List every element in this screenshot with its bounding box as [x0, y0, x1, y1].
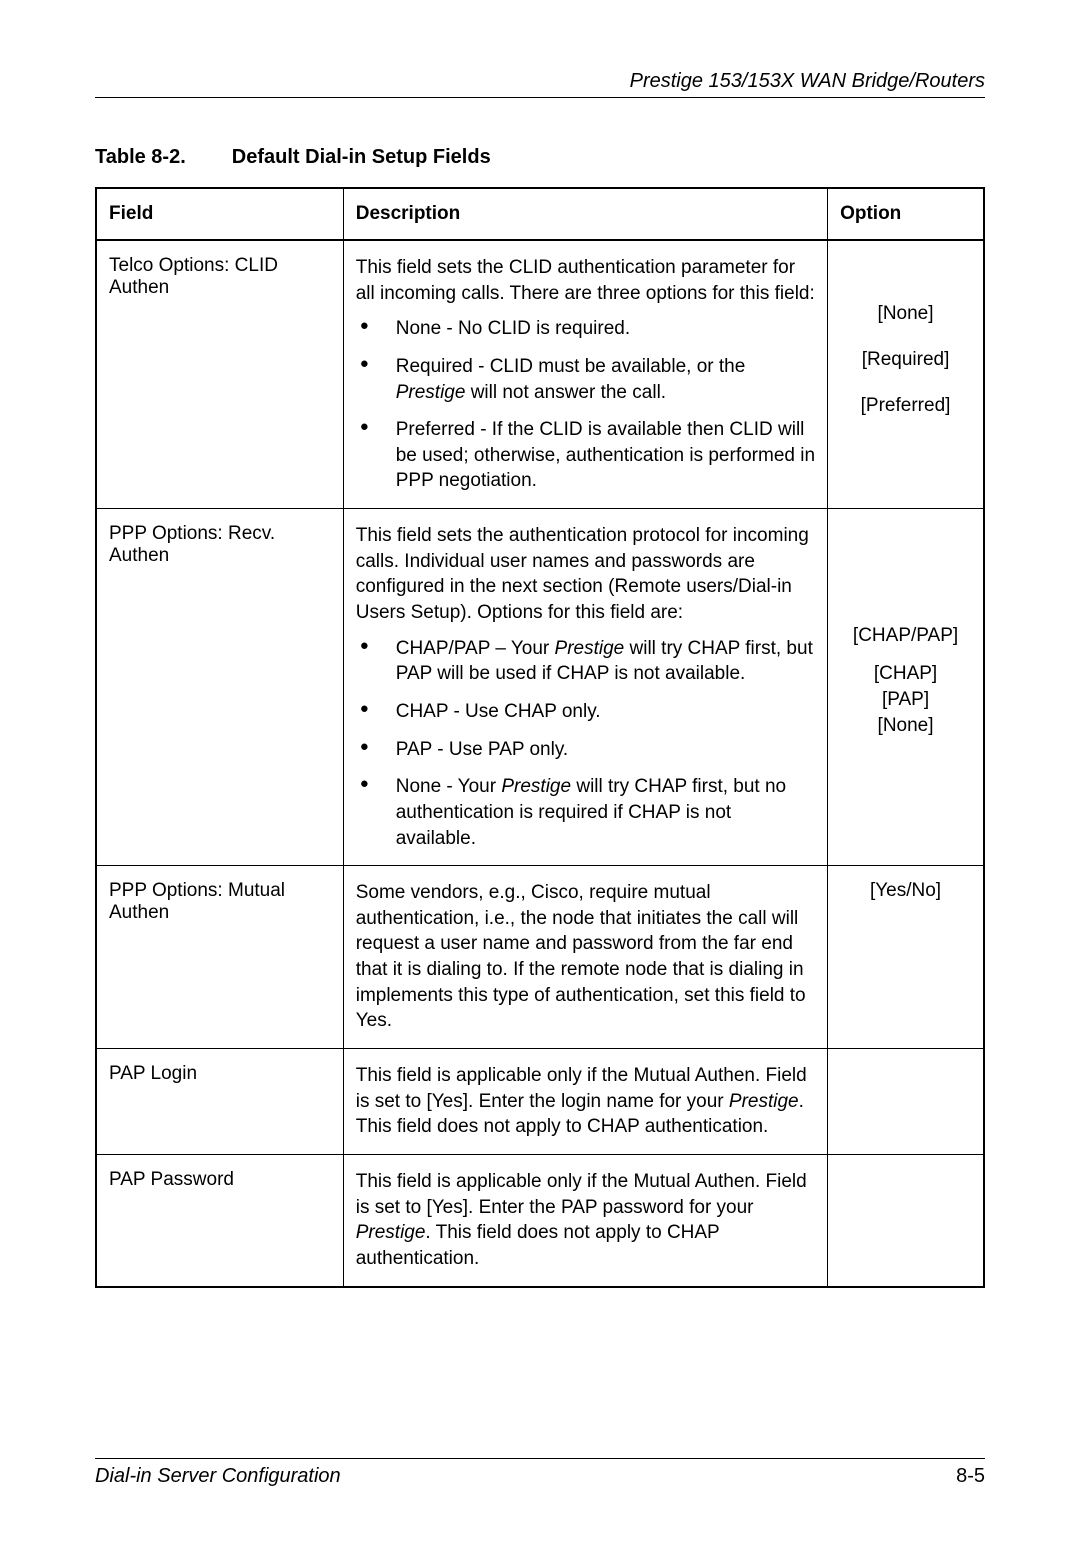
field-cell: PPP Options: Mutual Authen	[96, 866, 343, 1049]
option-stack: [CHAP/PAP] [CHAP] [PAP] [None]	[840, 523, 971, 737]
document-page: Prestige 153/153X WAN Bridge/Routers Tab…	[0, 0, 1080, 1548]
table-caption: Table 8-2. Default Dial-in Setup Fields	[95, 146, 985, 169]
italic-word: Prestige	[396, 382, 466, 403]
italic-word: Prestige	[356, 1222, 426, 1243]
bullet-pre: None - Your	[396, 776, 502, 797]
page-header: Prestige 153/153X WAN Bridge/Routers	[95, 70, 985, 98]
bullet-pre: Required - CLID must be available, or th…	[396, 356, 746, 377]
option-stack: [Yes/No]	[840, 880, 971, 902]
option-value: [CHAP/PAP]	[853, 625, 958, 647]
table-title: Default Dial-in Setup Fields	[232, 146, 491, 168]
description-cell: This field is applicable only if the Mut…	[343, 1049, 827, 1155]
header-title: Prestige 153/153X WAN Bridge/Routers	[95, 70, 985, 93]
field-cell: Telco Options: CLID Authen	[96, 240, 343, 509]
bullet-item: None - No CLID is required.	[356, 316, 815, 342]
italic-word: Prestige	[501, 776, 571, 797]
table-number: Table 8-2.	[95, 146, 186, 169]
col-field: Field	[96, 188, 343, 240]
footer-section: Dial-in Server Configuration	[95, 1465, 341, 1488]
col-option: Option	[828, 188, 984, 240]
bullet-item: None - Your Prestige will try CHAP first…	[356, 774, 815, 851]
bullet-item: CHAP/PAP – Your Prestige will try CHAP f…	[356, 636, 815, 687]
desc-intro: This field is applicable only if the Mut…	[356, 1063, 815, 1140]
option-cell: [CHAP/PAP] [CHAP] [PAP] [None]	[828, 509, 984, 866]
field-cell: PPP Options: Recv. Authen	[96, 509, 343, 866]
desc-intro: Some vendors, e.g., Cisco, require mutua…	[356, 880, 815, 1034]
bullet-list: CHAP/PAP – Your Prestige will try CHAP f…	[356, 636, 815, 851]
italic-word: Prestige	[729, 1091, 799, 1112]
bullet-post: will not answer the call.	[465, 382, 666, 403]
description-cell: This field is applicable only if the Mut…	[343, 1154, 827, 1286]
option-cell: [Yes/No]	[828, 866, 984, 1049]
option-value: [Required]	[862, 349, 950, 371]
option-value: [PAP]	[882, 689, 929, 711]
page-footer: Dial-in Server Configuration 8-5	[95, 1458, 985, 1488]
bullet-item: CHAP - Use CHAP only.	[356, 699, 815, 725]
description-cell: This field sets the authentication proto…	[343, 509, 827, 866]
option-stack: [None] [Required] [Preferred]	[840, 255, 971, 417]
option-value: [Yes/No]	[870, 880, 941, 902]
desc-intro: This field sets the authentication proto…	[356, 523, 815, 626]
description-cell: Some vendors, e.g., Cisco, require mutua…	[343, 866, 827, 1049]
footer-page-number: 8-5	[956, 1465, 985, 1488]
intro-pre: This field is applicable only if the Mut…	[356, 1171, 807, 1218]
bullet-item: Preferred - If the CLID is available the…	[356, 417, 815, 494]
option-value: [None]	[878, 303, 934, 325]
option-cell: [None] [Required] [Preferred]	[828, 240, 984, 509]
description-cell: This field sets the CLID authentication …	[343, 240, 827, 509]
option-cell	[828, 1049, 984, 1155]
bullet-pre: CHAP/PAP – Your	[396, 638, 555, 659]
table-row: PPP Options: Mutual Authen Some vendors,…	[96, 866, 984, 1049]
bullet-item: Required - CLID must be available, or th…	[356, 354, 815, 405]
option-value: [Preferred]	[861, 395, 951, 417]
desc-intro: This field is applicable only if the Mut…	[356, 1169, 815, 1272]
option-value: [None]	[878, 715, 934, 737]
bullet-item: PAP - Use PAP only.	[356, 737, 815, 763]
option-cell	[828, 1154, 984, 1286]
table-row: PPP Options: Recv. Authen This field set…	[96, 509, 984, 866]
table-row: PAP Login This field is applicable only …	[96, 1049, 984, 1155]
table-header-row: Field Description Option	[96, 188, 984, 240]
setup-fields-table: Field Description Option Telco Options: …	[95, 187, 985, 1288]
desc-intro: This field sets the CLID authentication …	[356, 255, 815, 306]
field-cell: PAP Login	[96, 1049, 343, 1155]
table-row: PAP Password This field is applicable on…	[96, 1154, 984, 1286]
italic-word: Prestige	[555, 638, 625, 659]
bullet-list: None - No CLID is required. Required - C…	[356, 316, 815, 494]
col-description: Description	[343, 188, 827, 240]
option-value: [CHAP]	[874, 663, 937, 685]
field-cell: PAP Password	[96, 1154, 343, 1286]
table-row: Telco Options: CLID Authen This field se…	[96, 240, 984, 509]
